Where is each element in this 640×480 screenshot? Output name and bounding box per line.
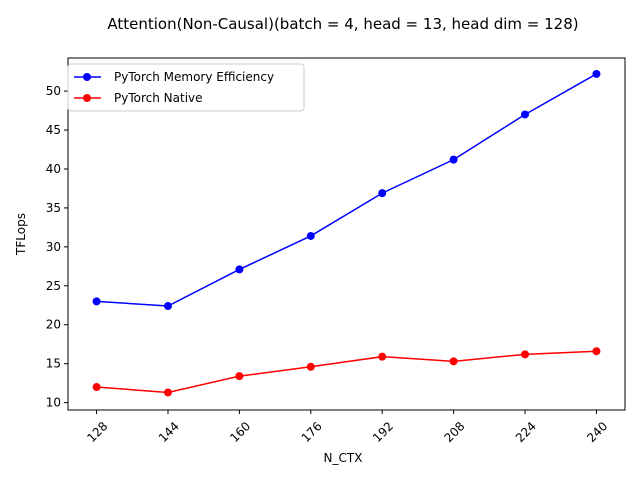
data-point bbox=[521, 350, 530, 359]
legend-marker-1 bbox=[83, 73, 91, 81]
y-tick-label: 25 bbox=[46, 279, 61, 293]
data-point bbox=[306, 231, 315, 240]
y-tick-label: 45 bbox=[46, 123, 61, 137]
y-axis: 10 15 20 25 30 35 40 45 50 bbox=[46, 84, 68, 410]
data-point bbox=[592, 69, 601, 78]
data-point bbox=[92, 383, 101, 392]
data-point bbox=[449, 357, 458, 366]
plot-area bbox=[67, 57, 626, 411]
legend-label-1: PyTorch Memory Efficiency bbox=[114, 70, 274, 84]
data-point bbox=[163, 388, 172, 397]
chart-title: Attention(Non-Causal)(batch = 4, head = … bbox=[107, 15, 578, 33]
data-point bbox=[92, 297, 101, 306]
y-tick-label: 15 bbox=[46, 357, 61, 371]
data-point bbox=[306, 362, 315, 371]
legend-label-2: PyTorch Native bbox=[114, 91, 203, 105]
data-point bbox=[521, 110, 530, 119]
y-tick-label: 40 bbox=[46, 162, 61, 176]
data-point bbox=[163, 302, 172, 311]
y-tick-label: 10 bbox=[46, 396, 61, 410]
y-tick-label: 50 bbox=[46, 84, 61, 98]
legend-marker-2 bbox=[83, 94, 91, 102]
y-axis-label: TFLops bbox=[14, 213, 28, 256]
y-tick-label: 30 bbox=[46, 240, 61, 254]
legend: PyTorch Memory Efficiency PyTorch Native bbox=[67, 63, 305, 112]
legend-frame bbox=[67, 63, 305, 112]
x-axis-label: N_CTX bbox=[324, 451, 363, 465]
data-point bbox=[449, 155, 458, 164]
series-line-1 bbox=[96, 73, 597, 307]
data-point bbox=[378, 352, 387, 361]
y-tick-label: 35 bbox=[46, 201, 61, 215]
data-point bbox=[235, 372, 244, 381]
series-layer bbox=[92, 69, 601, 397]
data-point bbox=[378, 189, 387, 198]
y-tick-label: 20 bbox=[46, 318, 61, 332]
data-point bbox=[592, 347, 601, 356]
data-point bbox=[235, 265, 244, 274]
series-line-2 bbox=[96, 350, 597, 394]
